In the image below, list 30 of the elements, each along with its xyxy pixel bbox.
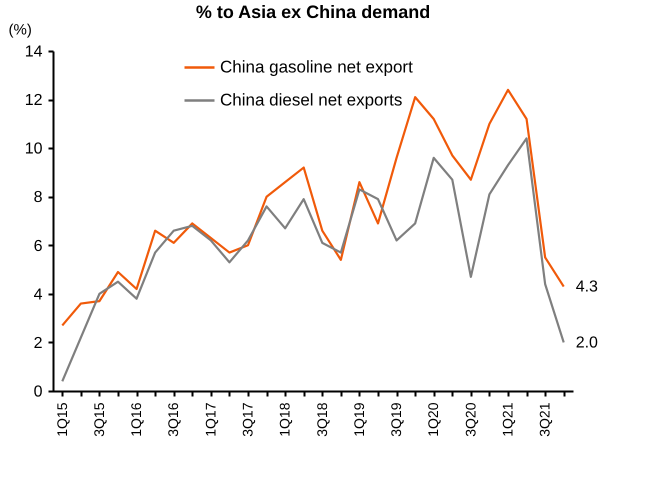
y-tick-label: 2 bbox=[34, 334, 43, 352]
x-tick-label: 3Q20 bbox=[462, 402, 478, 437]
x-tick-label: 3Q15 bbox=[90, 402, 107, 437]
y-tick-label: 0 bbox=[34, 384, 43, 400]
x-tick-label: 3Q21 bbox=[536, 402, 553, 437]
x-tick-label: 3Q16 bbox=[165, 402, 182, 437]
legend-label: China gasoline net export bbox=[220, 58, 414, 76]
x-tick-label: 1Q20 bbox=[425, 402, 442, 437]
x-tick-label: 1Q16 bbox=[128, 402, 144, 437]
line-series bbox=[61, 88, 565, 327]
data-label: 4.3 bbox=[576, 278, 598, 296]
chart-title: % to Asia ex China demand bbox=[196, 2, 430, 22]
x-tick-label: 1Q17 bbox=[202, 402, 218, 437]
y-tick-label: 10 bbox=[24, 140, 43, 158]
line-series bbox=[61, 137, 565, 382]
y-tick-label: 12 bbox=[24, 92, 43, 110]
y-tick-label: 4 bbox=[34, 286, 43, 304]
y-tick-label: 14 bbox=[24, 44, 43, 60]
legend-label: China diesel net exports bbox=[220, 90, 402, 110]
x-tick-label: 1Q19 bbox=[350, 402, 367, 437]
x-tick-label: 1Q21 bbox=[500, 402, 516, 437]
y-tick-label: 6 bbox=[34, 238, 43, 255]
y-axis-title: (%) bbox=[8, 22, 32, 38]
x-tick-label: 3Q18 bbox=[314, 402, 330, 437]
x-tick-label: 1Q15 bbox=[54, 402, 70, 437]
y-tick-label: 8 bbox=[34, 189, 43, 206]
x-tick-label: 3Q17 bbox=[240, 402, 256, 437]
x-tick-label: 3Q19 bbox=[388, 402, 404, 437]
data-label: 2.0 bbox=[576, 334, 598, 352]
x-tick-label: 1Q18 bbox=[276, 402, 293, 437]
